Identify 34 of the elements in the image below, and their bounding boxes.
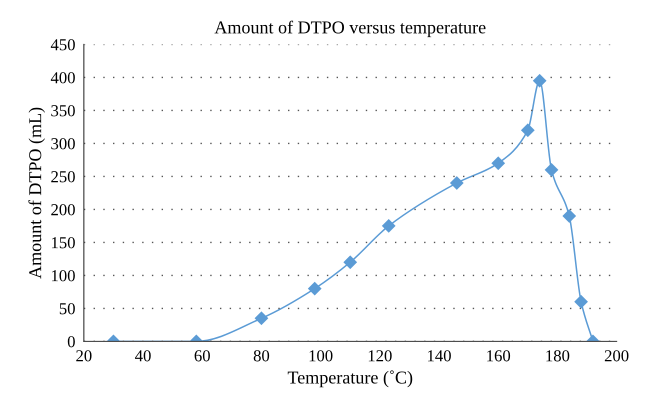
y-tick-label: 400 <box>50 72 75 84</box>
y-tick-label: 300 <box>51 138 75 150</box>
x-tick-label: 180 <box>546 350 570 362</box>
x-tick-label: 200 <box>604 350 628 362</box>
y-tick-label: 250 <box>51 171 75 182</box>
x-tick-label: 160 <box>487 350 510 362</box>
x-tick-label: 100 <box>310 350 332 362</box>
x-tick-label: 40 <box>135 350 151 362</box>
y-tick-label: 50 <box>60 303 75 314</box>
x-tick-label: 20 <box>76 350 92 362</box>
point <box>544 163 558 176</box>
point <box>344 256 357 269</box>
point <box>521 124 534 137</box>
x-tick-label: 120 <box>368 350 392 362</box>
point <box>382 219 396 232</box>
x-tick-label: 60 <box>194 350 210 362</box>
x-axis-title: Temperature (˚C) <box>288 370 412 388</box>
y-axis-title: Amount of DTPO (mL) <box>28 108 45 279</box>
x-tick-label: 140 <box>428 350 451 362</box>
y-tick-label: 450 <box>50 39 75 50</box>
y-tick-label: 200 <box>51 204 75 216</box>
chart-title: Amount of DTPO versus temperature <box>214 20 486 38</box>
point <box>562 209 576 223</box>
point <box>450 176 464 190</box>
point <box>533 74 546 88</box>
y-tick-label: 150 <box>52 237 75 248</box>
x-tick-label: 80 <box>254 350 270 362</box>
point <box>254 312 268 325</box>
point <box>308 282 322 296</box>
point <box>574 295 588 308</box>
point <box>492 156 505 170</box>
y-tick-label: 350 <box>51 105 75 116</box>
y-tick-label: 0 <box>68 336 75 348</box>
y-tick-label: 100 <box>52 270 75 282</box>
